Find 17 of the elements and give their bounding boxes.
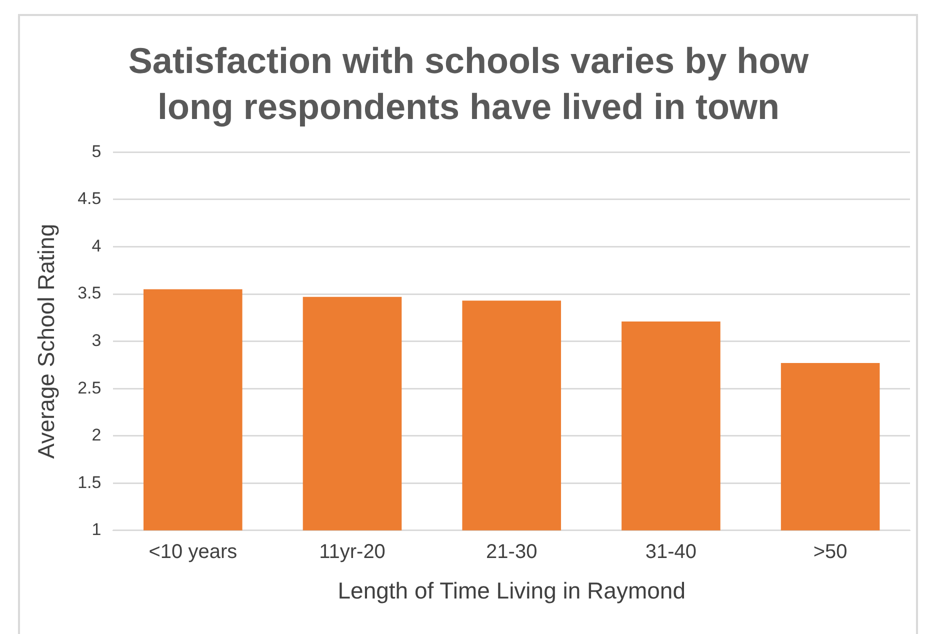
x-axis-title: Length of Time Living in Raymond (338, 578, 686, 604)
y-axis-title: Average School Rating (33, 224, 60, 459)
x-tick-label: <10 years (148, 540, 238, 563)
x-tick-label: 11yr-20 (319, 540, 386, 563)
y-tick-label: 3.5 (78, 284, 102, 303)
y-tick-label: 5 (92, 142, 102, 161)
y-tick-label: 4.5 (78, 189, 102, 208)
y-tick-label: 1.5 (78, 472, 102, 492)
x-tick-label: >50 (813, 540, 848, 563)
x-tick-label: 31-40 (645, 540, 697, 563)
chart-title: Satisfaction with schools varies by how long respondents have lived in town (127, 39, 810, 129)
y-tick-label: 3 (92, 330, 102, 350)
y-tick-label: 1 (92, 520, 102, 540)
y-tick-label: 2 (92, 426, 102, 445)
x-tick-label: 21-30 (486, 540, 538, 563)
y-tick-label: 4 (92, 236, 102, 256)
y-tick-label: 2.5 (78, 378, 102, 398)
